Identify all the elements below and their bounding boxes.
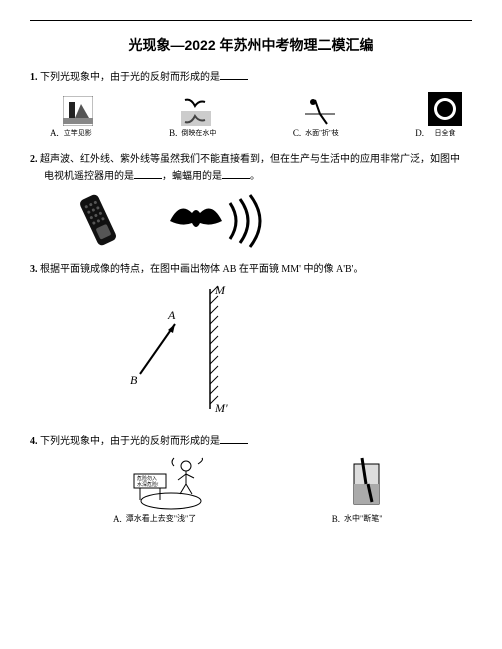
q1-d-caption: 日全食	[428, 128, 462, 138]
q1-c-label: C.	[293, 128, 301, 138]
q2-number: 2.	[30, 154, 38, 165]
q4-b-label: B.	[332, 514, 340, 524]
broken-pencil-icon	[344, 456, 389, 511]
question-1: 1. 下列光现象中，由于光的反射而形成的是	[30, 69, 472, 86]
document-page: 光现象—2022 年苏州中考物理二模汇编 1. 下列光现象中，由于光的反射而形成…	[0, 0, 502, 544]
q3-text: 根据平面镜成像的特点，在图中画出物体 AB 在平面镜 MM' 中的像 A'B'。	[40, 264, 363, 275]
q2-text-b: 电视机遥控器用的是	[44, 171, 134, 182]
svg-text:危险勿入: 危险勿入	[137, 475, 157, 482]
q4-blank	[220, 433, 248, 444]
q2-figures	[70, 193, 472, 248]
q2-blank-1	[134, 168, 162, 179]
q1-blank	[220, 69, 248, 80]
q1-a-caption: 立竿见影	[63, 128, 93, 138]
q4-text: 下列光现象中，由于光的反射而形成的是	[40, 436, 220, 447]
q3-number: 3.	[30, 264, 38, 275]
q4-a-figure: 危险勿入 水深危险! 潭水看上去变"浅"了	[126, 456, 206, 524]
q1-options: A. 立竿见影 B. 倒映在水中	[50, 92, 462, 138]
q1-b-label: B.	[169, 128, 177, 138]
label-Mp: M'	[214, 401, 228, 414]
refraction-branch-icon	[305, 96, 335, 126]
q1-a-label: A.	[50, 128, 59, 138]
q2-blank-2	[222, 168, 250, 179]
shadow-icon	[63, 96, 93, 126]
q1-b-caption: 倒映在水中	[181, 128, 216, 138]
remote-control-icon	[70, 193, 140, 248]
q4-number: 4.	[30, 436, 38, 447]
q1-c-caption: 水面"折"枝	[305, 128, 339, 138]
eclipse-icon	[428, 92, 462, 126]
question-2: 2. 超声波、红外线、紫外线等虽然我们不能直接看到，但在生产与生活中的应用非常广…	[30, 152, 472, 185]
svg-text:水深危险!: 水深危险!	[137, 481, 159, 488]
q4-b-caption: 水中"断笔"	[344, 513, 389, 524]
q3-diagram: M M' A B	[120, 284, 472, 419]
q1-number: 1.	[30, 72, 38, 83]
reflection-icon	[181, 96, 211, 126]
q4-options: A. 危险勿入 水深危险! 潭水看上去变"浅"了 B.	[50, 456, 452, 524]
top-rule	[30, 20, 472, 21]
q2-text-d: 。	[250, 171, 260, 182]
label-A: A	[167, 308, 176, 322]
q4-option-a: A. 危险勿入 水深危险! 潭水看上去变"浅"了	[113, 456, 206, 524]
q1-b-figure: 倒映在水中	[181, 96, 216, 138]
label-M: M	[214, 284, 226, 297]
question-3: 3. 根据平面镜成像的特点，在图中画出物体 AB 在平面镜 MM' 中的像 A'…	[30, 262, 472, 278]
q1-option-a: A. 立竿见影	[50, 96, 93, 138]
q4-a-label: A.	[113, 514, 122, 524]
page-title: 光现象—2022 年苏州中考物理二模汇编	[30, 35, 472, 55]
q1-text: 下列光现象中，由于光的反射而形成的是	[40, 72, 220, 83]
q1-option-c: C. 水面"折"枝	[293, 96, 339, 138]
shallow-pond-icon: 危险勿入 水深危险!	[126, 456, 206, 511]
q4-option-b: B. 水中"断笔"	[332, 456, 389, 524]
mirror-diagram-svg: M M' A B	[120, 284, 270, 414]
q1-d-label: D.	[415, 128, 424, 138]
question-4: 4. 下列光现象中，由于光的反射而形成的是	[30, 433, 472, 450]
bat-waves-icon	[160, 193, 270, 248]
q1-a-figure: 立竿见影	[63, 96, 93, 138]
q1-option-b: B. 倒映在水中	[169, 96, 216, 138]
q1-c-figure: 水面"折"枝	[305, 96, 339, 138]
q2-text-a: 超声波、红外线、紫外线等虽然我们不能直接看到，但在生产与生活中的应用非常广泛，如…	[40, 154, 460, 165]
q1-d-figure: 日全食	[428, 92, 462, 138]
q2-line2: 电视机遥控器用的是 ，蝙蝠用的是 。	[44, 168, 472, 185]
q4-b-figure: 水中"断笔"	[344, 456, 389, 524]
q2-text-c: ，蝙蝠用的是	[162, 171, 222, 182]
label-B: B	[130, 373, 138, 387]
q4-a-caption: 潭水看上去变"浅"了	[126, 513, 206, 524]
q1-option-d: D. 日全食	[415, 92, 462, 138]
